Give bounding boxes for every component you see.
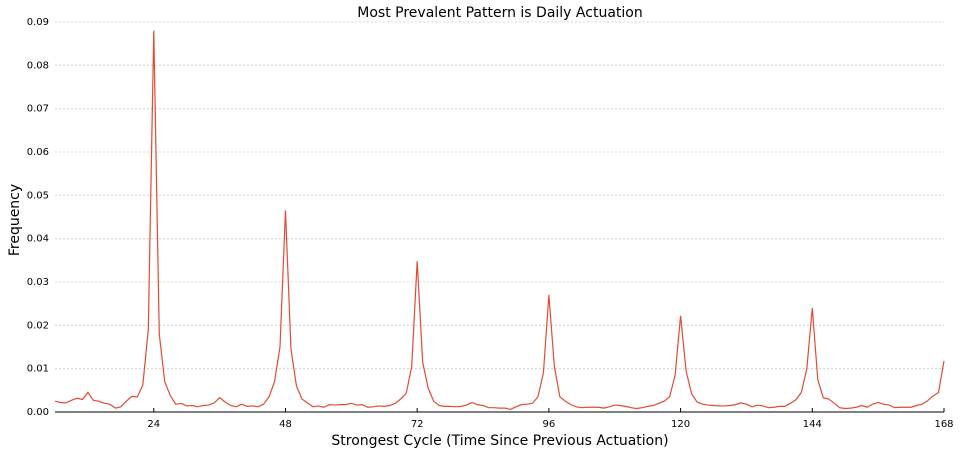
y-tick-label: 0.05	[27, 190, 49, 201]
x-tick-label: 168	[934, 419, 953, 430]
x-tick-label: 144	[803, 419, 822, 430]
y-tick-label: 0.03	[27, 277, 49, 288]
x-tick-label: 96	[543, 419, 556, 430]
x-tick-label: 48	[279, 419, 292, 430]
chart-title: Most Prevalent Pattern is Daily Actuatio…	[357, 5, 642, 21]
y-tick-label: 0.08	[27, 60, 49, 71]
y-axis-label: Frequency	[7, 184, 23, 256]
x-tick-label: 24	[147, 419, 160, 430]
y-tick-label: 0.07	[27, 104, 49, 115]
x-axis-label: Strongest Cycle (Time Since Previous Act…	[331, 433, 668, 449]
x-tick-label: 72	[411, 419, 424, 430]
data-line	[54, 30, 945, 411]
y-tick-label: 0.01	[27, 364, 49, 375]
y-tick-label: 0.02	[27, 320, 49, 331]
y-tick-label: 0.04	[27, 234, 49, 245]
y-tick-label: 0.09	[27, 17, 49, 28]
y-tick-label: 0.06	[27, 147, 49, 158]
x-tick-label: 120	[671, 419, 690, 430]
y-tick-label: 0.00	[27, 407, 49, 418]
